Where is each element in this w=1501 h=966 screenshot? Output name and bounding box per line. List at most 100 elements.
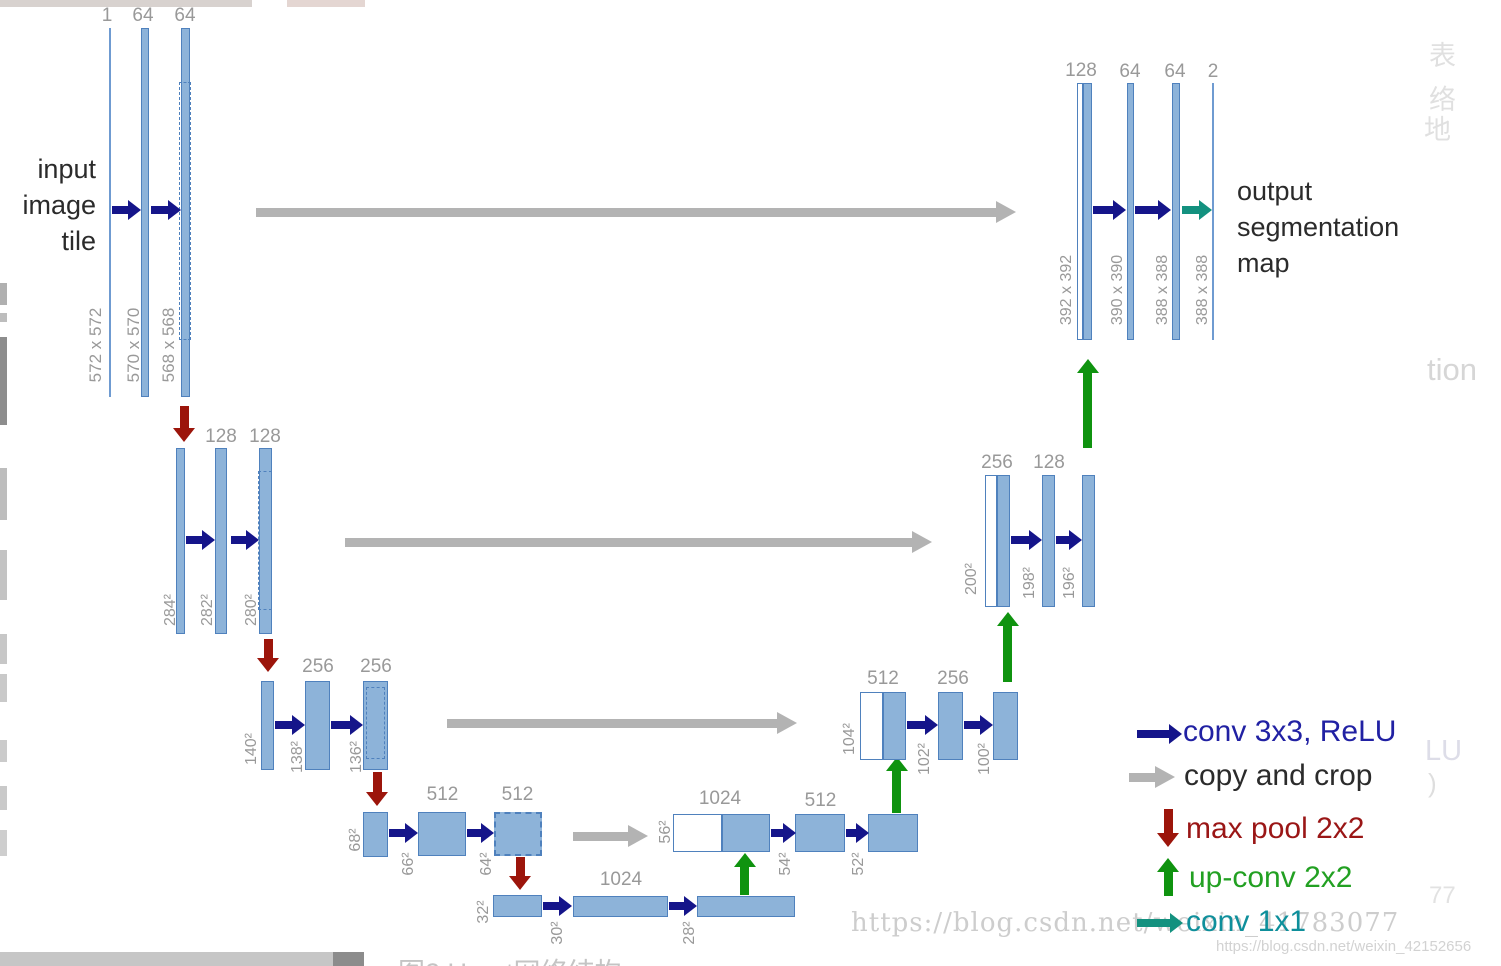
feature-map-bar [1212, 83, 1214, 340]
copied-feature-box [673, 814, 722, 852]
conv-arrow-icon [186, 529, 215, 551]
conv-arrow-icon [275, 714, 305, 736]
left-edge-artifact [0, 337, 7, 425]
size-label: 28² [681, 921, 698, 945]
bg-text-fragment: 地 [1424, 115, 1451, 145]
size-label: 54² [777, 852, 794, 876]
feature-map-bar [997, 475, 1010, 607]
bg-text-fragment: tion [1427, 352, 1477, 387]
size-label: 200² [963, 562, 980, 596]
crop-region-outline [366, 687, 385, 759]
channel-count-label: 512 [867, 668, 899, 689]
feature-map-bar [261, 681, 274, 770]
feature-map-bar [215, 448, 227, 634]
conv-arrow-icon [1056, 529, 1082, 551]
size-label: 66² [400, 852, 417, 876]
size-label: 388 x 388 [1154, 254, 1171, 326]
legend-conv-1x1-arrow-icon [1137, 911, 1183, 935]
watermark-large: https://blog.csdn.net/weixin_41783077 [851, 908, 1400, 938]
size-label: 282² [199, 593, 216, 627]
copy-crop-arrow-icon [345, 531, 932, 553]
size-label: 56² [657, 820, 674, 844]
conv-arrow-icon [1093, 199, 1126, 221]
size-label: 570 x 570 [124, 307, 143, 383]
channel-count-label: 512 [426, 784, 459, 805]
size-label: 284² [162, 593, 179, 627]
legend-conv-label: conv 3x3, ReLU [1183, 715, 1397, 748]
size-label: 388 x 388 [1194, 254, 1211, 326]
max-pool-arrow-icon [257, 639, 279, 672]
up-conv-arrow-icon [885, 757, 908, 813]
feature-map-bar [868, 814, 918, 852]
left-edge-artifact [0, 786, 7, 810]
feature-map-bar [1082, 475, 1095, 607]
feature-map-bar [938, 692, 963, 760]
conv-arrow-icon [543, 896, 572, 916]
feature-map-bar [697, 896, 795, 917]
conv-arrow-icon [771, 822, 796, 844]
feature-map-bar [1172, 83, 1180, 340]
conv-arrow-icon [669, 896, 697, 916]
conv-arrow-icon [112, 199, 141, 221]
channel-count-label: 64 [174, 5, 196, 26]
copy-crop-arrow-icon [447, 711, 797, 735]
channel-count-label: 256 [360, 656, 392, 677]
channel-count-label: 512 [804, 790, 837, 811]
size-label: 136² [348, 740, 365, 774]
bg-text-fragment: ) [1428, 768, 1437, 798]
up-conv-arrow-icon [996, 612, 1019, 682]
conv-arrow-icon [907, 714, 938, 736]
conv-arrow-icon [389, 822, 418, 844]
channel-count-label: 128 [1065, 60, 1097, 81]
left-edge-artifact [0, 283, 7, 305]
size-label: 138² [289, 740, 306, 774]
copied-feature-box [985, 475, 997, 607]
max-pool-arrow-icon [366, 772, 388, 806]
channel-count-label: 128 [205, 426, 237, 447]
legend-copy-crop-arrow-icon [1129, 766, 1175, 788]
feature-map-bar [305, 681, 330, 770]
bg-text-fragment: 络 [1429, 85, 1456, 115]
size-label: 102² [916, 742, 933, 776]
conv-arrow-icon [151, 199, 181, 221]
channel-count-label: 1024 [698, 788, 742, 809]
top-edge-artifact [287, 0, 365, 7]
feature-map-bar [1042, 475, 1055, 607]
channel-count-label: 1024 [599, 869, 643, 890]
feature-map-bar [883, 692, 906, 760]
size-label: 572 x 572 [86, 307, 105, 383]
legend-up-conv-arrow-icon [1157, 858, 1179, 896]
legend-copy-crop-label: copy and crop [1184, 759, 1373, 792]
channel-count-label: 128 [249, 426, 281, 447]
conv-arrow-icon [331, 714, 363, 736]
size-label: 104² [841, 722, 858, 756]
channel-count-label: 256 [981, 452, 1013, 473]
legend-max-pool-arrow-icon [1157, 809, 1179, 847]
legend-up-conv-label: up-conv 2x2 [1189, 861, 1353, 894]
copy-crop-arrow-icon [256, 201, 1016, 223]
size-label: 390 x 390 [1109, 254, 1126, 326]
output-segmentation-map-label: output segmentation map [1237, 176, 1400, 278]
max-pool-arrow-icon [173, 406, 195, 442]
bg-text-fragment: 77 [1429, 882, 1456, 909]
size-label: 198² [1021, 566, 1038, 600]
conv-arrow-icon [964, 714, 993, 736]
bg-text-fragment: 表 [1429, 41, 1456, 71]
left-edge-artifact [0, 740, 7, 762]
conv-1x1-arrow-icon [1182, 199, 1212, 221]
size-label: 392 x 392 [1058, 254, 1075, 326]
left-edge-artifact [0, 634, 7, 664]
left-edge-artifact [0, 468, 7, 520]
copied-feature-box [860, 692, 883, 760]
channel-count-label: 1 [101, 5, 113, 26]
bottom-edge-artifact [0, 952, 333, 966]
input-image-tile-label: input image tile [22, 154, 96, 256]
size-label: 64² [478, 852, 495, 876]
size-label: 52² [850, 852, 867, 876]
up-conv-arrow-icon [733, 853, 756, 895]
channel-count-label: 2 [1207, 61, 1219, 82]
bottom-edge-artifact [333, 952, 364, 966]
feature-map-bar [109, 28, 111, 397]
copy-crop-arrow-icon [573, 825, 648, 847]
left-edge-artifact [0, 830, 7, 856]
